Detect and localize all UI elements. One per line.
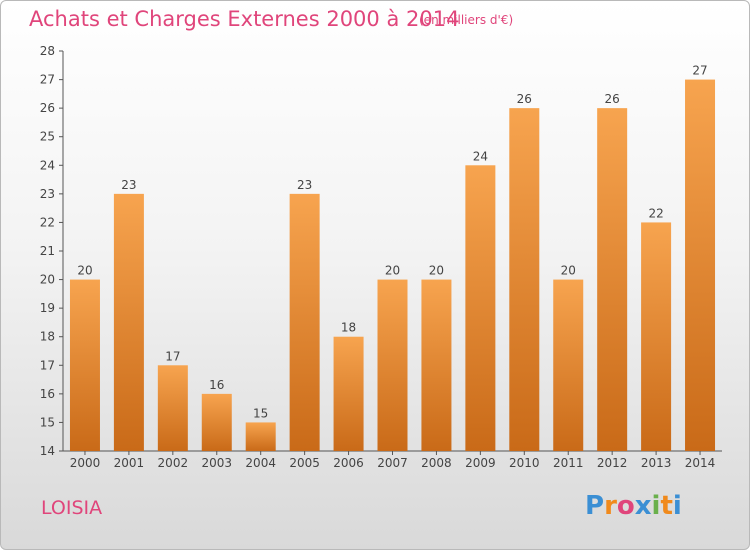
y-tick-label: 14 [40, 444, 55, 458]
x-tick-label: 2009 [465, 456, 496, 470]
bar [113, 193, 144, 451]
y-tick-label: 16 [40, 387, 55, 401]
bar-value-label: 23 [121, 178, 136, 192]
x-tick-label: 2008 [421, 456, 452, 470]
commune-name: LOISIA [41, 497, 103, 519]
logo-letter: r [604, 491, 617, 521]
x-tick-label: 2004 [245, 456, 276, 470]
bar [421, 279, 452, 451]
x-tick-label: 2010 [509, 456, 540, 470]
y-tick-label: 15 [40, 415, 55, 429]
logo-letter: o [616, 491, 635, 521]
bar [157, 365, 188, 451]
bar [289, 193, 320, 451]
x-tick-label: 2003 [201, 456, 232, 470]
y-tick-label: 19 [40, 301, 55, 315]
bar [245, 422, 276, 451]
bar [201, 393, 232, 451]
bar-value-label: 20 [385, 264, 400, 278]
bar-value-label: 26 [517, 92, 532, 106]
y-tick-label: 23 [40, 187, 55, 201]
bar-value-label: 16 [209, 378, 224, 392]
bar-value-label: 20 [77, 264, 92, 278]
bar-value-label: 24 [473, 149, 488, 163]
y-tick-label: 18 [40, 330, 55, 344]
bar [465, 165, 496, 452]
chart-subtitle: (en milliers d'€) [419, 13, 514, 27]
bar-value-label: 26 [605, 92, 620, 106]
bar [553, 279, 584, 451]
chart-title: Achats et Charges Externes 2000 à 2014 [29, 7, 460, 31]
bar-value-label: 18 [341, 321, 356, 335]
bar [69, 279, 100, 451]
bar-value-label: 27 [692, 64, 707, 78]
x-tick-label: 2000 [70, 456, 101, 470]
x-tick-label: 2011 [553, 456, 584, 470]
y-tick-label: 27 [40, 73, 55, 87]
x-tick-label: 2005 [289, 456, 320, 470]
y-tick-label: 22 [40, 215, 55, 229]
bar [685, 79, 716, 452]
x-tick-label: 2013 [641, 456, 672, 470]
bar [641, 222, 672, 451]
bar-value-label: 22 [648, 206, 663, 220]
bar [509, 108, 540, 452]
logo-letter: t [660, 491, 673, 521]
logo-letter: x [634, 491, 652, 521]
proxiti-logo: Proxiti [585, 491, 682, 521]
bar-value-label: 20 [429, 264, 444, 278]
x-tick-label: 2014 [685, 456, 716, 470]
y-tick-label: 25 [40, 130, 55, 144]
x-tick-label: 2012 [597, 456, 628, 470]
bar-value-label: 15 [253, 406, 268, 420]
x-tick-label: 2007 [377, 456, 408, 470]
bar-value-label: 23 [297, 178, 312, 192]
x-tick-label: 2002 [158, 456, 189, 470]
y-tick-label: 20 [40, 273, 55, 287]
x-tick-label: 2006 [333, 456, 364, 470]
logo-letter: i [672, 491, 682, 521]
logo-letter: P [585, 491, 605, 521]
bar [597, 108, 628, 452]
bar [333, 336, 364, 451]
y-tick-label: 17 [40, 358, 55, 372]
y-tick-label: 24 [40, 158, 55, 172]
bar-value-label: 20 [561, 264, 576, 278]
logo-letter: i [651, 491, 661, 521]
bar-value-label: 17 [165, 349, 180, 363]
y-tick-label: 21 [40, 244, 55, 258]
y-tick-label: 26 [40, 101, 55, 115]
bar [377, 279, 408, 451]
x-tick-label: 2001 [114, 456, 145, 470]
y-tick-label: 28 [40, 44, 55, 58]
